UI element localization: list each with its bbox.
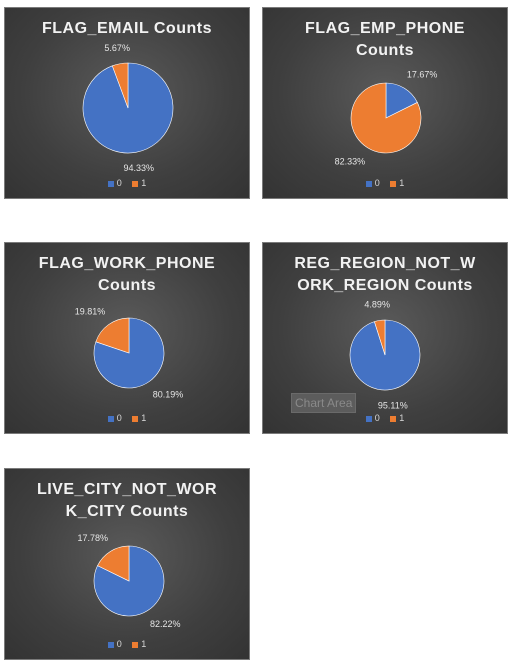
legend-label-1: 1 xyxy=(141,639,147,649)
legend-entry-0: 0 xyxy=(107,413,122,423)
data-label-0: 82.22% xyxy=(150,619,181,629)
pie-slice-1[interactable] xyxy=(350,82,422,154)
data-label-1: 4.89% xyxy=(364,300,390,310)
chart-panel-flag-emp-phone[interactable]: FLAG_EMP_PHONE Counts 17.67% 82.33% 0 1 xyxy=(262,7,508,199)
legend-swatch-0 xyxy=(107,641,114,648)
chart-title: LIVE_CITY_NOT_WOR K_CITY Counts xyxy=(36,481,218,520)
data-label-0: 17.67% xyxy=(407,70,438,80)
legend-entry-1: 1 xyxy=(132,178,146,188)
pie-slice-1[interactable] xyxy=(97,545,130,582)
legend-label-0: 0 xyxy=(374,413,380,423)
legend-entry-1: 1 xyxy=(132,413,146,423)
legend-label-1: 1 xyxy=(399,413,405,423)
legend-swatch-1 xyxy=(132,180,139,187)
pie-chart: 95.11% 4.89% xyxy=(349,300,421,410)
legend-swatch-1 xyxy=(390,180,397,187)
chart-title: FLAG_EMP_PHONE Counts xyxy=(305,20,465,59)
chart-legend: 0 1 xyxy=(5,413,249,423)
chart-panel-reg-region-not-work-region[interactable]: REG_REGION_NOT_W ORK_REGION Counts 95.11… xyxy=(262,242,508,434)
legend-swatch-1 xyxy=(390,415,397,422)
chart-area-tooltip: Chart Area xyxy=(291,393,357,413)
pie-chart: 80.19% 19.81% xyxy=(75,307,184,400)
chart-title: REG_REGION_NOT_W ORK_REGION Counts xyxy=(294,255,476,294)
chart-legend: 0 1 xyxy=(263,413,507,423)
legend-entry-0: 0 xyxy=(365,413,380,423)
data-label-0: 80.19% xyxy=(153,389,184,399)
chart-legend: 0 1 xyxy=(263,178,507,188)
legend-entry-0: 0 xyxy=(365,178,380,188)
chart-title: FLAG_WORK_PHONE Counts xyxy=(38,255,216,294)
chart-legend: 0 1 xyxy=(5,639,249,649)
legend-label-0: 0 xyxy=(374,178,380,188)
legend-swatch-1 xyxy=(132,641,139,648)
pie-chart: 17.67% 82.33% xyxy=(335,70,438,167)
legend-entry-1: 1 xyxy=(390,413,404,423)
legend-label-0: 0 xyxy=(116,639,122,649)
pie-chart: 82.22% 17.78% xyxy=(77,533,181,629)
legend-entry-1: 1 xyxy=(390,178,404,188)
legend-swatch-1 xyxy=(132,415,139,422)
legend-swatch-0 xyxy=(107,180,114,187)
pie-slice-0[interactable] xyxy=(93,545,165,617)
legend-swatch-0 xyxy=(365,180,372,187)
legend-entry-1: 1 xyxy=(132,639,146,649)
pie-slice-1[interactable] xyxy=(95,317,130,354)
chart-panel-live-city-not-work-city[interactable]: LIVE_CITY_NOT_WOR K_CITY Counts 82.22% 17… xyxy=(4,468,250,660)
data-label-1: 5.67% xyxy=(104,43,130,53)
legend-swatch-0 xyxy=(365,415,372,422)
data-label-1: 82.33% xyxy=(335,156,366,166)
chart-panel-flag-work-phone[interactable]: FLAG_WORK_PHONE Counts 80.19% 19.81% 0 1 xyxy=(4,242,250,434)
chart-legend: 0 1 xyxy=(5,178,249,188)
legend-label-0: 0 xyxy=(116,413,122,423)
data-label-0: 94.33% xyxy=(124,163,155,173)
data-label-1: 17.78% xyxy=(77,533,108,543)
pie-slice-0[interactable] xyxy=(82,62,174,154)
chart-panel-flag-email[interactable]: FLAG_EMAIL Counts 94.33% 5.67% 0 1 xyxy=(4,7,250,199)
legend-entry-0: 0 xyxy=(107,639,122,649)
legend-entry-0: 0 xyxy=(107,178,122,188)
chart-title: FLAG_EMAIL Counts xyxy=(42,20,212,37)
legend-label-1: 1 xyxy=(141,178,147,188)
data-label-1: 19.81% xyxy=(75,307,106,317)
pie-chart: 94.33% 5.67% xyxy=(82,43,174,173)
pie-slice-1[interactable] xyxy=(111,62,129,109)
legend-label-0: 0 xyxy=(116,178,122,188)
pie-slice-1[interactable] xyxy=(374,319,386,356)
data-label-0: 95.11% xyxy=(378,400,408,410)
legend-label-1: 1 xyxy=(399,178,405,188)
legend-label-1: 1 xyxy=(141,413,147,423)
legend-swatch-0 xyxy=(107,415,114,422)
